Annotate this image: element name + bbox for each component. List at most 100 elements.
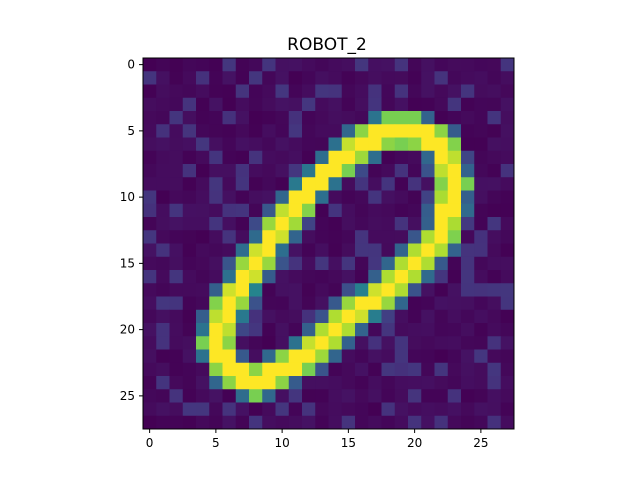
heatmap-cell	[461, 217, 475, 231]
heatmap-cell	[408, 402, 422, 417]
heatmap-cell	[235, 389, 250, 403]
heatmap-cell	[394, 230, 409, 244]
heatmap-cell	[434, 256, 449, 271]
heatmap-cell	[487, 283, 502, 297]
heatmap-cell	[235, 97, 250, 112]
heatmap-cell	[156, 402, 170, 417]
heatmap-cell	[288, 323, 303, 337]
heatmap-cell	[275, 190, 290, 205]
heatmap-cell	[275, 283, 290, 297]
heatmap-cell	[288, 97, 303, 112]
heatmap-cell	[302, 177, 316, 191]
heatmap-cell	[275, 362, 290, 377]
y-tick-label: 5	[127, 124, 135, 138]
heatmap-cell	[209, 84, 223, 99]
heatmap-cell	[500, 415, 515, 430]
heatmap-cell	[500, 402, 515, 417]
heatmap-cell	[487, 349, 502, 364]
heatmap-cell	[143, 137, 157, 152]
heatmap-cell	[447, 190, 462, 205]
heatmap-cell	[249, 58, 263, 72]
heatmap-cell	[196, 230, 210, 244]
heatmap-cell	[143, 111, 157, 125]
heatmap-cell	[381, 415, 396, 430]
heatmap-cell	[355, 256, 369, 271]
heatmap-cell	[474, 270, 488, 284]
heatmap-cell	[182, 402, 197, 417]
heatmap-cell	[394, 84, 409, 99]
heatmap-cell	[408, 84, 422, 99]
heatmap-cell	[328, 349, 343, 364]
heatmap-cell	[381, 177, 396, 191]
heatmap-cell	[487, 256, 502, 271]
heatmap-cell	[209, 58, 223, 72]
heatmap-cell	[275, 415, 290, 430]
heatmap-cell	[262, 177, 276, 191]
heatmap-cell	[474, 97, 488, 112]
heatmap-cell	[500, 323, 515, 337]
heatmap-cell	[315, 203, 329, 218]
heatmap-cell	[341, 97, 356, 112]
heatmap-cell	[394, 177, 409, 191]
heatmap-cell	[341, 150, 356, 165]
heatmap-cell	[474, 124, 488, 138]
heatmap-cell	[169, 97, 184, 112]
heatmap-cell	[447, 402, 462, 417]
heatmap-cell	[209, 296, 223, 311]
heatmap-cell	[381, 362, 396, 377]
heatmap-cell	[315, 336, 329, 350]
heatmap-cell	[447, 217, 462, 231]
heatmap-cell	[222, 323, 237, 337]
heatmap-cell	[421, 124, 435, 138]
heatmap-cell	[143, 256, 157, 271]
heatmap-cell	[169, 415, 184, 430]
heatmap-cell	[143, 217, 157, 231]
heatmap-cell	[222, 296, 237, 311]
heatmap-cell	[355, 283, 369, 297]
heatmap-cell	[341, 336, 356, 350]
heatmap-cell	[222, 84, 237, 99]
heatmap-cell	[262, 203, 276, 218]
heatmap-cell	[434, 164, 449, 178]
heatmap-cell	[143, 309, 157, 324]
heatmap-cell	[169, 256, 184, 271]
heatmap-cell	[461, 389, 475, 403]
heatmap-cell	[288, 230, 303, 244]
heatmap-cell	[156, 283, 170, 297]
heatmap-cell	[341, 309, 356, 324]
heatmap-cell	[288, 256, 303, 271]
heatmap-cell	[381, 58, 396, 72]
heatmap-cell	[408, 230, 422, 244]
heatmap-cell	[434, 124, 449, 138]
heatmap-cell	[302, 137, 316, 152]
heatmap-cell	[368, 177, 382, 191]
heatmap-cell	[235, 58, 250, 72]
heatmap-cell	[235, 137, 250, 152]
heatmap-cell	[461, 270, 475, 284]
heatmap-cell	[249, 389, 263, 403]
heatmap-cell	[196, 124, 210, 138]
heatmap-cell	[275, 243, 290, 258]
heatmap-cell	[182, 230, 197, 244]
heatmap-cell	[394, 97, 409, 112]
heatmap-cell	[196, 349, 210, 364]
heatmap-cell	[302, 389, 316, 403]
heatmap-cell	[408, 309, 422, 324]
heatmap-cell	[182, 97, 197, 112]
heatmap-cell	[487, 124, 502, 138]
heatmap-cell	[500, 256, 515, 271]
heatmap-cell	[394, 402, 409, 417]
heatmap-cell	[235, 150, 250, 165]
heatmap-cell	[328, 309, 343, 324]
heatmap-cell	[182, 270, 197, 284]
heatmap-cell	[143, 402, 157, 417]
heatmap-cell	[368, 203, 382, 218]
heatmap-cell	[421, 111, 435, 125]
heatmap-cell	[328, 97, 343, 112]
heatmap-cell	[447, 309, 462, 324]
heatmap-cell	[474, 243, 488, 258]
heatmap-cell	[487, 243, 502, 258]
heatmap-cell	[288, 362, 303, 377]
heatmap-cell	[328, 243, 343, 258]
heatmap-cell	[434, 309, 449, 324]
